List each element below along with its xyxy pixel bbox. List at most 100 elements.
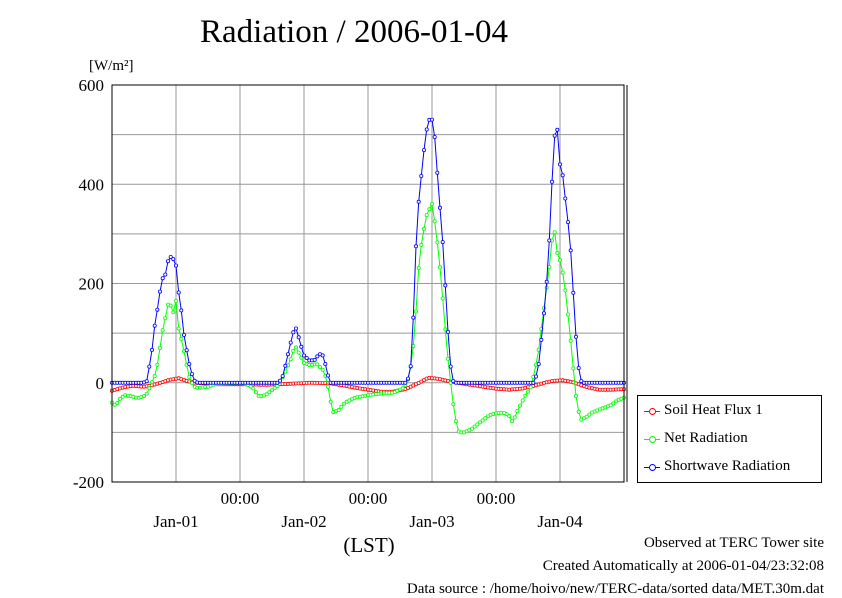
data-point <box>315 362 320 367</box>
data-point <box>424 213 429 218</box>
legend-marker-green <box>644 434 660 444</box>
data-point <box>451 379 456 384</box>
data-point <box>547 238 552 243</box>
data-point <box>427 207 432 212</box>
data-point <box>165 259 170 264</box>
legend: Soil Heat Flux 1 Net Radiation Shortwave… <box>637 395 822 483</box>
series-2 <box>110 117 627 385</box>
data-point <box>552 230 557 235</box>
data-point <box>566 220 571 225</box>
data-point <box>118 396 123 401</box>
data-point <box>560 173 565 178</box>
data-point <box>341 401 346 406</box>
data-point <box>587 412 592 417</box>
data-point <box>445 356 450 361</box>
data-point <box>189 381 194 386</box>
data-point <box>253 390 258 395</box>
legend-label: Soil Heat Flux 1 <box>664 402 763 419</box>
data-point <box>477 420 482 425</box>
y-tick-label: 400 <box>79 175 105 194</box>
data-point <box>614 399 619 404</box>
data-point <box>323 361 328 366</box>
legend-item-shortwave-radiation: Shortwave Radiation <box>644 458 790 478</box>
footer-created: Created Automatically at 2006-01-04/23:3… <box>542 558 824 574</box>
x-tick-label-time: 00:00 <box>477 489 516 508</box>
data-point <box>563 288 568 293</box>
x-tick-label-day: Jan-02 <box>281 512 326 531</box>
data-point <box>443 327 448 332</box>
data-point <box>173 298 178 303</box>
data-point <box>448 380 453 385</box>
data-point <box>440 296 445 301</box>
data-point <box>432 219 437 224</box>
legend-label: Shortwave Radiation <box>664 458 791 475</box>
x-tick-label-day: Jan-01 <box>153 512 198 531</box>
data-point <box>416 199 421 204</box>
data-point <box>507 413 512 418</box>
data-point <box>413 244 418 249</box>
data-point <box>400 386 405 391</box>
data-point <box>440 240 445 245</box>
x-tick-label-day: Jan-04 <box>537 512 583 531</box>
data-point <box>288 357 293 362</box>
data-point <box>443 283 448 288</box>
y-tick-label: 600 <box>79 76 105 95</box>
data-point <box>579 379 584 384</box>
data-point <box>558 162 563 167</box>
data-point <box>272 386 277 391</box>
data-point <box>509 419 514 424</box>
data-point <box>563 196 568 201</box>
data-point <box>173 263 178 268</box>
data-point <box>421 148 426 153</box>
data-point <box>179 336 184 341</box>
data-point <box>536 361 541 366</box>
x-axis-label: (LST) <box>343 533 394 557</box>
data-point <box>515 409 520 414</box>
data-point <box>144 391 149 396</box>
data-point <box>301 353 306 358</box>
data-point <box>528 385 533 390</box>
data-point <box>472 424 477 429</box>
data-point <box>448 364 453 369</box>
data-point <box>445 329 450 334</box>
data-point <box>480 418 485 423</box>
x-tick-label-day: Jan-03 <box>409 512 454 531</box>
data-point <box>163 316 168 321</box>
data-point <box>296 335 301 340</box>
legend-item-net-radiation: Net Radiation <box>644 430 748 450</box>
data-point <box>181 332 186 337</box>
data-point <box>160 276 165 281</box>
data-point <box>149 347 154 352</box>
data-point <box>435 170 440 175</box>
data-point <box>157 289 162 294</box>
data-point <box>189 372 194 377</box>
data-point <box>437 265 442 270</box>
data-point <box>518 403 523 408</box>
data-point <box>424 127 429 132</box>
data-point <box>571 366 576 371</box>
data-point <box>160 328 165 333</box>
data-point <box>523 393 528 398</box>
data-point <box>288 340 293 345</box>
data-point <box>437 205 442 210</box>
data-point <box>542 311 547 316</box>
y-axis-label: [W/m²] <box>89 58 133 74</box>
data-point <box>149 380 154 385</box>
data-point <box>152 374 157 379</box>
data-point <box>144 379 149 384</box>
data-point <box>275 384 280 389</box>
data-point <box>187 361 192 366</box>
data-point <box>277 378 282 383</box>
data-point <box>408 364 413 369</box>
y-tick-label: 200 <box>79 275 105 294</box>
data-point <box>168 254 173 259</box>
data-point <box>115 401 120 406</box>
legend-marker-blue <box>644 462 660 472</box>
data-point <box>147 364 152 369</box>
data-point <box>555 250 560 255</box>
data-point <box>141 394 146 399</box>
chart-title: Radiation / 2006-01-04 <box>200 14 508 50</box>
data-point <box>291 330 296 335</box>
data-point <box>328 399 333 404</box>
